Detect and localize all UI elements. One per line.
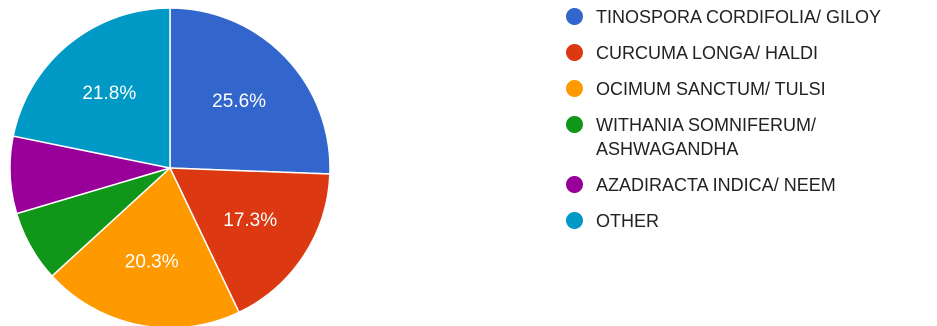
legend-label-2: OCIMUM SANCTUM/ TULSI xyxy=(596,79,826,99)
pie-chart-plot: 25.6% 17.3% 20.3% 21.8% xyxy=(9,7,331,326)
legend-item-4[interactable]: AZADIRACTA INDICA/ NEEM xyxy=(566,173,934,197)
legend-item-2[interactable]: OCIMUM SANCTUM/ TULSI xyxy=(566,77,934,101)
legend-swatch-3 xyxy=(566,116,583,133)
legend-label-0: TINOSPORA CORDIFOLIA/ GILOY xyxy=(596,7,882,27)
legend-swatch-2 xyxy=(566,80,583,97)
legend-swatch-5 xyxy=(566,212,583,229)
pie-slice-0[interactable] xyxy=(169,7,331,175)
pie-slices xyxy=(9,7,331,326)
legend-item-5[interactable]: OTHER xyxy=(566,209,934,233)
legend-label-5: OTHER xyxy=(596,211,659,231)
legend-item-0[interactable]: TINOSPORA CORDIFOLIA/ GILOY xyxy=(566,5,934,29)
pie-slice-5[interactable] xyxy=(12,7,171,169)
legend-swatch-1 xyxy=(566,44,583,61)
legend-item-1[interactable]: CURCUMA LONGA/ HALDI xyxy=(566,41,934,65)
pie-slice-2[interactable] xyxy=(50,166,241,326)
legend-swatch-4 xyxy=(566,176,583,193)
legend-swatch-0 xyxy=(566,8,583,25)
slice-value-label-5: 21.8% xyxy=(82,83,136,104)
slice-value-label-0: 25.6% xyxy=(212,91,266,112)
slice-value-label-1: 17.3% xyxy=(223,210,277,231)
pie-slice-1[interactable] xyxy=(168,167,331,314)
legend-label-4: AZADIRACTA INDICA/ NEEM xyxy=(596,175,836,195)
legend-label-1: CURCUMA LONGA/ HALDI xyxy=(596,43,819,63)
pie-slice-labels: 25.6% 17.3% 20.3% 21.8% xyxy=(82,83,277,273)
legend: TINOSPORA CORDIFOLIA/ GILOY CURCUMA LONGA… xyxy=(566,5,934,245)
legend-label-3: WITHANIA SOMNIFERUM/ ASHWAGANDHA xyxy=(596,115,816,159)
slice-value-label-2: 20.3% xyxy=(125,252,179,273)
legend-item-3[interactable]: WITHANIA SOMNIFERUM/ ASHWAGANDHA xyxy=(566,113,934,161)
